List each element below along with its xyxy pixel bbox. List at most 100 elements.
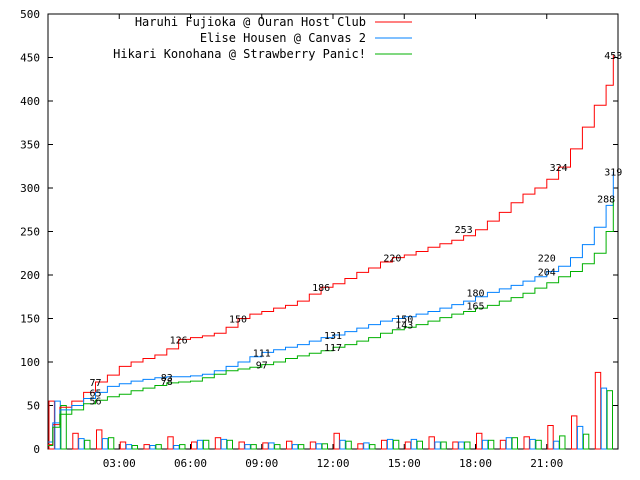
y-tick-label: 300 — [20, 182, 40, 195]
hourly-bar — [155, 444, 162, 450]
series-line — [48, 198, 614, 446]
hourly-bar — [404, 441, 412, 450]
hourly-bar — [571, 415, 578, 450]
hourly-bar — [369, 444, 376, 450]
hourly-bar — [244, 444, 251, 450]
hourly-bar — [576, 425, 584, 450]
hourly-bar — [464, 441, 471, 450]
hourly-bar — [594, 371, 602, 450]
y-tick-label: 500 — [20, 8, 40, 21]
hourly-bar — [274, 444, 281, 450]
legend: Haruhi Fujioka @ Ouran Host Club Elise H… — [113, 15, 412, 61]
hourly-bar — [386, 438, 394, 450]
hourly-bar — [345, 440, 352, 450]
plot-frame — [47, 13, 619, 450]
hourly-bar — [173, 445, 180, 450]
hourly-bar — [125, 444, 133, 450]
hourly-bar — [202, 439, 210, 450]
hourly-bar — [535, 439, 542, 450]
point-value-label: 180 — [466, 288, 484, 299]
hourly-bar — [582, 433, 590, 450]
hourly-bar — [226, 439, 234, 450]
y-tick-label: 0 — [33, 443, 40, 456]
y-axis: 0 50 100 150 200 250 300 350 400 450 500 — [20, 8, 618, 456]
hourly-bar — [487, 439, 495, 450]
point-value-label: 204 — [538, 268, 556, 279]
hourly-bar — [600, 387, 608, 450]
hourly-bar — [238, 441, 245, 450]
hourly-bar — [606, 390, 613, 450]
hourly-bar — [119, 441, 127, 450]
hourly-bar — [481, 439, 489, 450]
hourly-bar — [392, 439, 400, 450]
hourly-bar — [196, 439, 204, 450]
legend-label-hikari: Hikari Konohana @ Strawberry Panic! — [113, 47, 366, 61]
hourly-bar — [72, 432, 79, 450]
hourly-bar — [143, 444, 150, 450]
point-value-label: 453 — [604, 51, 622, 62]
hourly-bar — [220, 438, 228, 450]
hourly-bars — [48, 371, 613, 450]
point-value-label: 186 — [312, 283, 330, 294]
legend-label-elise: Elise Housen @ Canvas 2 — [200, 31, 366, 45]
hourly-bar — [529, 438, 536, 450]
hourly-bar — [286, 440, 293, 450]
hourly-bar — [357, 443, 364, 450]
point-value-label: 117 — [324, 343, 342, 354]
hourly-bar — [339, 439, 346, 450]
y-tick-label: 200 — [20, 269, 40, 282]
hourly-bar — [191, 441, 198, 450]
hourly-bar — [416, 440, 424, 450]
hourly-bar — [547, 425, 554, 450]
legend-label-haruhi: Haruhi Fujioka @ Ouran Host Club — [135, 15, 366, 29]
y-tick-label: 150 — [20, 313, 40, 326]
x-tick-label: 06:00 — [174, 457, 207, 470]
point-value-label: 65 — [89, 388, 101, 399]
hourly-bar — [499, 439, 507, 450]
hourly-bar — [268, 442, 275, 450]
point-value-label: 253 — [455, 225, 473, 236]
point-value-label: 143 — [395, 321, 413, 332]
hourly-bar — [363, 442, 370, 450]
point-value-label: 83 — [161, 373, 173, 384]
hourly-bar — [60, 405, 67, 450]
point-value-label: 111 — [253, 348, 271, 359]
x-axis: 03:00 06:00 09:00 12:00 15:00 18:00 21:00 — [103, 14, 563, 470]
x-tick-label: 03:00 — [103, 457, 136, 470]
hourly-bar — [559, 435, 566, 450]
hourly-bar — [131, 445, 139, 450]
hourly-bar — [214, 437, 222, 450]
x-tick-label: 15:00 — [388, 457, 421, 470]
hourly-bar — [78, 438, 85, 450]
hourly-bar — [511, 437, 518, 450]
point-labels: 77 126 150 186 220 253 324 453 65 83 111 131 150 180 2… — [89, 51, 622, 407]
hourly-bar — [452, 441, 459, 450]
point-value-label: 56 — [89, 396, 101, 407]
hourly-bar — [315, 443, 323, 450]
hourly-bar — [333, 432, 340, 450]
y-tick-label: 400 — [20, 95, 40, 108]
point-value-label: 220 — [538, 254, 556, 265]
hourly-bar — [291, 444, 299, 450]
hourly-bar — [434, 441, 441, 450]
hourly-bar — [101, 438, 109, 450]
hourly-bar — [321, 443, 329, 450]
hourly-bar — [149, 445, 156, 450]
hourly-bar — [381, 439, 388, 450]
y-tick-label: 250 — [20, 226, 40, 239]
hourly-bar — [250, 444, 257, 450]
point-value-label: 288 — [597, 194, 615, 205]
point-value-label: 319 — [604, 168, 622, 179]
x-tick-label: 12:00 — [316, 457, 349, 470]
hourly-bar — [410, 438, 418, 450]
point-value-label: 165 — [466, 301, 484, 312]
hourly-bar — [167, 436, 174, 450]
hourly-bar — [96, 429, 103, 450]
hourly-bar — [309, 441, 317, 450]
point-value-label: 131 — [324, 331, 342, 342]
point-value-label: 150 — [229, 315, 247, 326]
hourly-bar — [523, 436, 530, 450]
hourly-bar — [428, 436, 435, 450]
y-tick-label: 50 — [27, 400, 40, 413]
